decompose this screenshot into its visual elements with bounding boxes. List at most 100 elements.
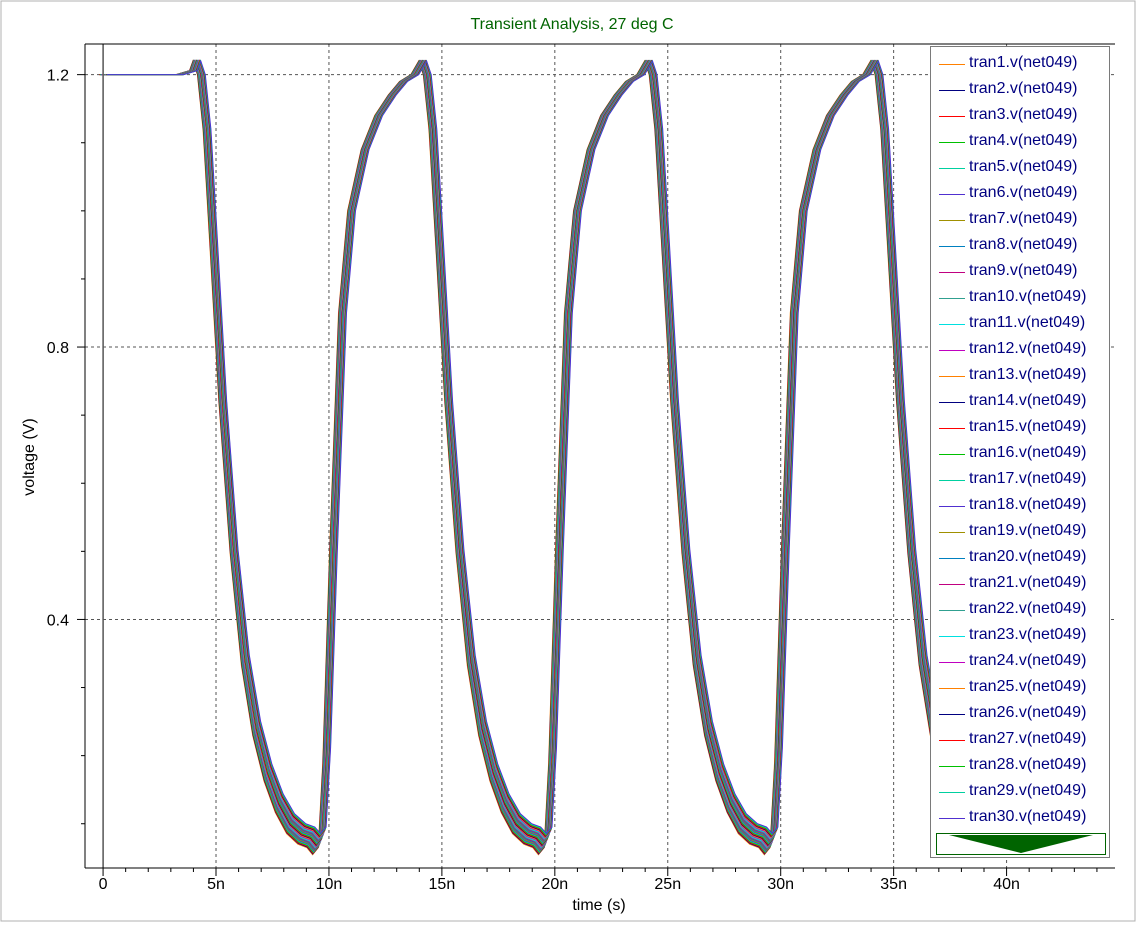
- legend-label: tran6.v(net049): [969, 184, 1078, 201]
- legend-entry[interactable]: tran30.v(net049): [935, 805, 1107, 831]
- legend-swatch: [939, 350, 965, 351]
- legend-label: tran20.v(net049): [969, 548, 1087, 565]
- legend-entry[interactable]: tran29.v(net049): [935, 779, 1107, 805]
- legend-entry[interactable]: tran20.v(net049): [935, 545, 1107, 571]
- x-tick-label: 25n: [654, 876, 681, 893]
- legend-label: tran25.v(net049): [969, 678, 1087, 695]
- legend-label: tran9.v(net049): [969, 262, 1078, 279]
- legend-entry[interactable]: tran3.v(net049): [935, 103, 1107, 129]
- legend-entry[interactable]: tran19.v(net049): [935, 519, 1107, 545]
- x-tick-label: 0: [99, 876, 108, 893]
- legend-swatch: [939, 480, 965, 481]
- legend-label: tran19.v(net049): [969, 522, 1087, 539]
- legend-label: tran21.v(net049): [969, 574, 1087, 591]
- legend-swatch: [939, 688, 965, 689]
- legend-entry[interactable]: tran10.v(net049): [935, 285, 1107, 311]
- legend-entry[interactable]: tran18.v(net049): [935, 493, 1107, 519]
- legend-entry[interactable]: tran21.v(net049): [935, 571, 1107, 597]
- x-tick-label: 40n: [993, 876, 1020, 893]
- legend-swatch: [939, 506, 965, 507]
- x-tick-label: 15n: [429, 876, 456, 893]
- legend-scroll-down-button[interactable]: [936, 833, 1106, 855]
- y-tick-label: 0.8: [47, 340, 69, 357]
- legend-swatch: [939, 194, 965, 195]
- legend-entry[interactable]: tran11.v(net049): [935, 311, 1107, 337]
- legend-entry[interactable]: tran12.v(net049): [935, 337, 1107, 363]
- legend-entry[interactable]: tran1.v(net049): [935, 51, 1107, 77]
- legend-entry[interactable]: tran4.v(net049): [935, 129, 1107, 155]
- legend-swatch: [939, 246, 965, 247]
- legend-entry[interactable]: tran23.v(net049): [935, 623, 1107, 649]
- legend-swatch: [939, 532, 965, 533]
- x-tick-label: 5n: [207, 876, 225, 893]
- legend-swatch: [939, 636, 965, 637]
- legend-swatch: [939, 272, 965, 273]
- legend-swatch: [939, 428, 965, 429]
- legend-label: tran11.v(net049): [969, 314, 1086, 331]
- down-arrow-icon: [949, 835, 1093, 853]
- legend-swatch: [939, 298, 965, 299]
- legend-label: tran28.v(net049): [969, 756, 1087, 773]
- legend-swatch: [939, 714, 965, 715]
- legend-label: tran7.v(net049): [969, 210, 1078, 227]
- y-axis-label: voltage (V): [21, 418, 38, 495]
- legend-swatch: [939, 168, 965, 169]
- series-line-30: [107, 59, 939, 835]
- legend-label: tran12.v(net049): [969, 340, 1087, 357]
- series-group: [99, 59, 939, 856]
- x-axis-label: time (s): [572, 897, 625, 914]
- legend-entry[interactable]: tran5.v(net049): [935, 155, 1107, 181]
- legend-label: tran22.v(net049): [969, 600, 1087, 617]
- legend-swatch: [939, 610, 965, 611]
- legend-entry[interactable]: tran9.v(net049): [935, 259, 1107, 285]
- legend-swatch: [939, 792, 965, 793]
- legend-entry[interactable]: tran13.v(net049): [935, 363, 1107, 389]
- legend-label: tran18.v(net049): [969, 496, 1087, 513]
- legend-swatch: [939, 740, 965, 741]
- legend-entry[interactable]: tran7.v(net049): [935, 207, 1107, 233]
- legend-swatch: [939, 116, 965, 117]
- x-tick-label: 35n: [880, 876, 907, 893]
- legend-label: tran23.v(net049): [969, 626, 1087, 643]
- legend-entry[interactable]: tran2.v(net049): [935, 77, 1107, 103]
- legend-swatch: [939, 324, 965, 325]
- legend-label: tran1.v(net049): [969, 54, 1078, 71]
- legend-entry[interactable]: tran6.v(net049): [935, 181, 1107, 207]
- axes: 0 5n 10n 15n 20n 25n 30n 35n 40n 0.4 0.8 1.2: [47, 43, 1115, 893]
- legend-entry[interactable]: tran14.v(net049): [935, 389, 1107, 415]
- legend-swatch: [939, 142, 965, 143]
- legend-swatch: [939, 662, 965, 663]
- legend-entry[interactable]: tran17.v(net049): [935, 467, 1107, 493]
- chart-title: Transient Analysis, 27 deg C: [470, 16, 673, 33]
- legend-swatch: [939, 376, 965, 377]
- legend-entry[interactable]: tran8.v(net049): [935, 233, 1107, 259]
- legend-label: tran26.v(net049): [969, 704, 1087, 721]
- legend-swatch: [939, 766, 965, 767]
- legend-label: tran29.v(net049): [969, 782, 1087, 799]
- legend-label: tran13.v(net049): [969, 366, 1087, 383]
- legend-entry[interactable]: tran26.v(net049): [935, 701, 1107, 727]
- legend-label: tran14.v(net049): [969, 392, 1087, 409]
- legend-entry[interactable]: tran25.v(net049): [935, 675, 1107, 701]
- legend-entry[interactable]: tran15.v(net049): [935, 415, 1107, 441]
- legend-swatch: [939, 64, 965, 65]
- legend-entry[interactable]: tran16.v(net049): [935, 441, 1107, 467]
- x-tick-label: 20n: [541, 876, 568, 893]
- legend-label: tran30.v(net049): [969, 808, 1087, 825]
- legend-entry[interactable]: tran28.v(net049): [935, 753, 1107, 779]
- legend-label: tran8.v(net049): [969, 236, 1078, 253]
- legend-swatch: [939, 454, 965, 455]
- legend-label: tran16.v(net049): [969, 444, 1087, 461]
- legend-swatch: [939, 90, 965, 91]
- legend-label: tran5.v(net049): [969, 158, 1078, 175]
- legend-swatch: [939, 558, 965, 559]
- legend: tran1.v(net049) tran2.v(net049) tran3.v(ne…: [930, 46, 1110, 858]
- legend-entry[interactable]: tran24.v(net049): [935, 649, 1107, 675]
- legend-entry[interactable]: tran27.v(net049): [935, 727, 1107, 753]
- legend-swatch: [939, 220, 965, 221]
- legend-entry[interactable]: tran22.v(net049): [935, 597, 1107, 623]
- x-tick-label: 30n: [767, 876, 794, 893]
- legend-swatch: [939, 402, 965, 403]
- legend-label: tran4.v(net049): [969, 132, 1078, 149]
